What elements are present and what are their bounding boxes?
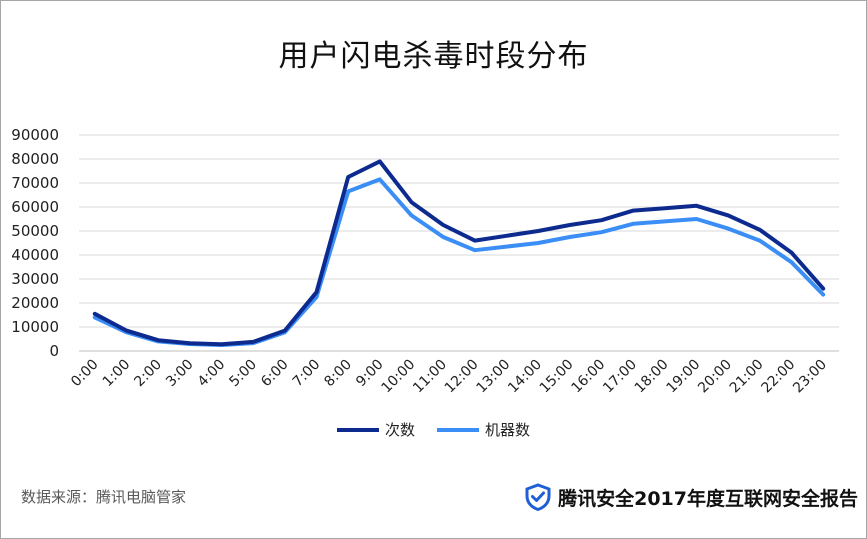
- x-tick-label: 10:00: [378, 357, 418, 397]
- legend: 次数 机器数: [1, 419, 866, 440]
- legend-label-series-2: 机器数: [485, 421, 531, 439]
- x-tick-label: 13:00: [473, 357, 513, 397]
- x-tick-label: 16:00: [568, 357, 608, 397]
- y-tick-label: 80000: [11, 150, 59, 168]
- legend-swatch-series-2: [437, 427, 479, 432]
- x-tick-label: 19:00: [663, 357, 703, 397]
- x-tick-label: 3:00: [163, 357, 197, 391]
- y-tick-label: 40000: [11, 246, 59, 264]
- x-tick-label: 15:00: [537, 357, 577, 397]
- brand-block: 腾讯安全2017年度互联网安全报告: [524, 483, 858, 511]
- legend-item-series-1: 次数: [336, 419, 415, 440]
- x-tick-label: 14:00: [505, 357, 545, 397]
- data-source-note: 数据来源：腾讯电脑管家: [21, 488, 187, 506]
- y-tick-label: 0: [49, 342, 59, 360]
- x-tick-label: 6:00: [258, 357, 292, 391]
- legend-label-series-1: 次数: [384, 421, 415, 439]
- series-line-2: [92, 177, 826, 347]
- x-tick-label: 22:00: [758, 357, 798, 397]
- x-tick-label: 21:00: [727, 357, 767, 397]
- y-tick-label: 70000: [11, 174, 59, 192]
- x-tick-label: 2:00: [131, 357, 165, 391]
- x-tick-label: 11:00: [410, 357, 450, 397]
- x-tick-label: 1:00: [100, 357, 134, 391]
- series-line-1: [92, 159, 826, 347]
- x-tick-label: 18:00: [632, 357, 672, 397]
- shield-check-icon: [525, 483, 551, 511]
- x-tick-label: 12:00: [442, 357, 482, 397]
- x-tick-label: 23:00: [790, 357, 830, 397]
- legend-item-series-2: 机器数: [437, 419, 530, 440]
- x-tick-label: 20:00: [695, 357, 735, 397]
- y-tick-label: 90000: [11, 126, 59, 144]
- x-tick-label: 4:00: [195, 357, 229, 391]
- brand-text: 腾讯安全2017年度互联网安全报告: [558, 487, 858, 510]
- chart-title: 用户闪电杀毒时段分布: [278, 39, 589, 74]
- y-tick-label: 50000: [11, 222, 59, 240]
- x-tick-label: 8:00: [321, 357, 355, 391]
- x-tick-label: 0:00: [68, 357, 102, 391]
- y-tick-label: 30000: [11, 270, 59, 288]
- x-tick-label: 17:00: [600, 357, 640, 397]
- x-tick-label: 7:00: [290, 357, 324, 391]
- y-tick-label: 10000: [11, 318, 59, 336]
- legend-swatch-series-1: [336, 427, 379, 432]
- y-tick-label: 60000: [11, 198, 59, 216]
- y-tick-label: 20000: [11, 294, 59, 312]
- x-tick-label: 5:00: [226, 357, 260, 391]
